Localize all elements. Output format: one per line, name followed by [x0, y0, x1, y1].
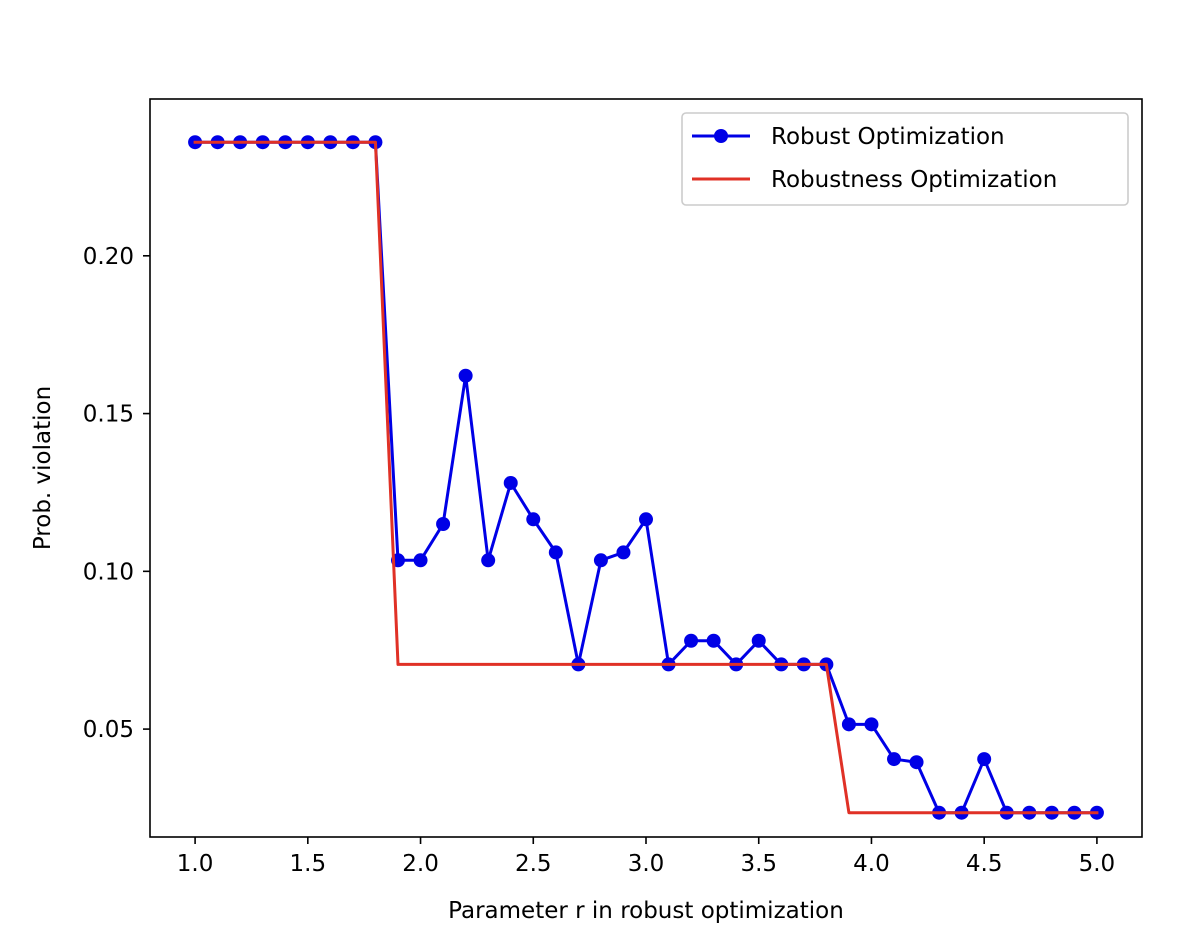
legend-label: Robustness Optimization: [771, 167, 1057, 193]
plot-area: [188, 135, 1104, 820]
x-tick-label: 5.0: [1079, 851, 1116, 877]
legend-label: Robust Optimization: [771, 124, 1005, 150]
x-tick-label: 4.0: [853, 851, 890, 877]
data-point: [413, 553, 428, 568]
y-tick-label: 0.20: [83, 244, 134, 270]
data-point: [458, 368, 473, 383]
data-point: [684, 633, 699, 648]
data-point: [841, 717, 856, 732]
legend-entry: Robust Optimization: [692, 124, 1005, 150]
y-axis-label: Prob. violation: [30, 386, 56, 550]
data-point: [909, 755, 924, 770]
y-tick-label: 0.05: [83, 717, 134, 743]
series-line: [193, 140, 1099, 815]
x-axis-ticks: 1.0 1.5 2.0 2.5 3.0 3.5 4.0 4.5 5.0: [177, 837, 1115, 877]
legend: Robust Optimization Robustness Optimizati…: [681, 112, 1129, 206]
legend-marker: [714, 129, 728, 143]
data-point: [977, 752, 992, 767]
legend-box: [681, 112, 1129, 206]
data-point: [864, 717, 879, 732]
x-tick-label: 2.0: [402, 851, 439, 877]
x-tick-label: 2.5: [515, 851, 552, 877]
x-tick-label: 1.0: [177, 851, 214, 877]
data-point: [436, 517, 451, 532]
x-tick-label: 1.5: [290, 851, 327, 877]
x-tick-label: 3.0: [628, 851, 665, 877]
data-point: [639, 512, 653, 527]
x-tick-label: 3.5: [740, 851, 777, 877]
data-point: [526, 512, 541, 527]
y-tick-label: 0.15: [83, 402, 134, 428]
y-axis-ticks: 0.05 0.10 0.15 0.20: [83, 244, 150, 743]
data-point: [706, 633, 721, 648]
data-point: [887, 752, 901, 767]
x-axis-label: Parameter r in robust optimization: [448, 898, 844, 924]
data-point: [481, 553, 496, 568]
data-point: [503, 475, 518, 490]
data-point: [548, 545, 563, 560]
data-point: [593, 553, 608, 568]
data-point: [616, 545, 631, 560]
legend-entry: Robustness Optimization: [692, 167, 1057, 193]
data-point: [751, 633, 766, 648]
x-tick-label: 4.5: [966, 851, 1003, 877]
series-robustness-optimization: [193, 140, 1099, 815]
y-tick-label: 0.10: [83, 559, 134, 585]
